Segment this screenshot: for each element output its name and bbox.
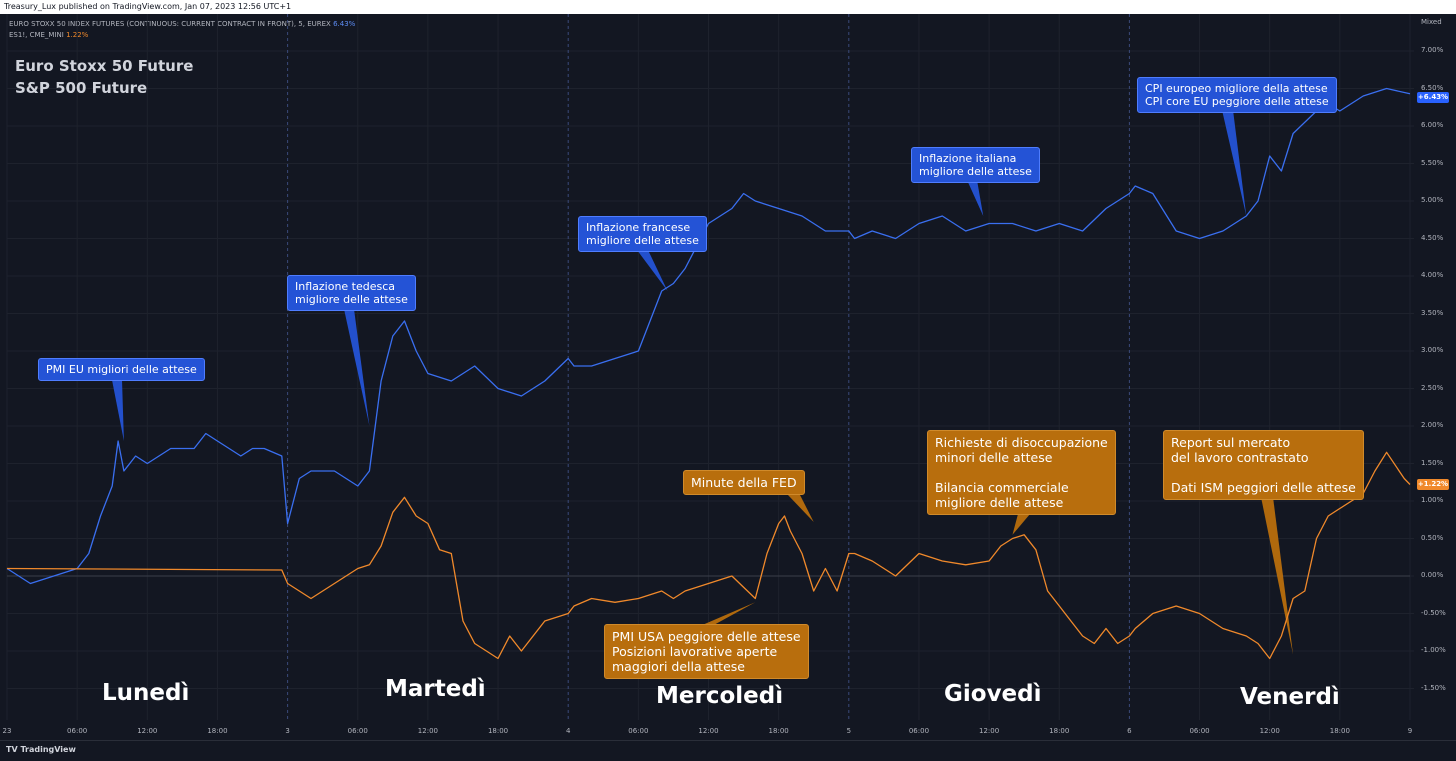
x-tick-label: 06:00 — [628, 727, 649, 735]
tradingview-logo-icon: TV — [6, 745, 21, 754]
x-tick-label: 06:00 — [67, 727, 88, 735]
x-tick-label: 18:00 — [768, 727, 789, 735]
day-label-thursday: Giovedì — [944, 681, 1042, 707]
legend-eurostoxx-value: 6.43% — [333, 20, 356, 28]
x-tick-label: 12:00 — [698, 727, 719, 735]
x-tick-label: 12:00 — [417, 727, 438, 735]
legend-eurostoxx-label: EURO STOXX 50 INDEX FUTURES (CONTINUOUS:… — [9, 20, 331, 28]
y-tick-label: 1.50% — [1421, 458, 1444, 467]
y-tick-label: 3.00% — [1421, 346, 1444, 354]
y-tick-label: 4.50% — [1421, 233, 1444, 242]
y-tick-label: 5.50% — [1421, 158, 1444, 167]
series-layer — [6, 87, 1411, 660]
callout-fed-minutes: Minute della FED — [683, 470, 805, 495]
tradingview-brand: TradingView — [20, 745, 76, 754]
grid-layer — [6, 14, 1414, 720]
eurostoxx-title: Euro Stoxx 50 Future — [15, 57, 194, 75]
y-tick-label: 5.00% — [1421, 196, 1444, 204]
legend-line-eurostoxx: EURO STOXX 50 INDEX FUTURES (CONTINUOUS:… — [9, 20, 355, 28]
day-label-friday: Venerdì — [1240, 684, 1340, 710]
y-tick-label: 2.50% — [1421, 383, 1444, 392]
pointer-pmi-eu — [112, 380, 124, 441]
session-separators — [287, 14, 1130, 720]
callout-inflation-france: Inflazione francese migliore delle attes… — [578, 216, 707, 252]
y-tick-label: 6.00% — [1421, 121, 1444, 129]
x-tick-label: 06:00 — [908, 727, 930, 735]
day-label-wednesday: Mercoledì — [656, 683, 784, 709]
y-tick-label: -1.00% — [1421, 646, 1446, 654]
tradingview-logo[interactable]: TV TradingView — [6, 745, 76, 754]
y-tick-label: 0.00% — [1421, 571, 1444, 579]
callout-pmi-eu: PMI EU migliori delle attese — [38, 358, 205, 381]
sp500-last-value-badge: +1.22% — [1417, 479, 1449, 490]
callout-inflation-germany: Inflazione tedesca migliore delle attese — [287, 275, 416, 311]
y-tick-label: -1.50% — [1421, 683, 1446, 692]
x-tick-label: 18:00 — [1329, 727, 1350, 735]
x-tick-label: 5 — [846, 727, 852, 735]
pointer-jobless-claims — [1012, 514, 1030, 535]
callout-labor-report: Report sul mercato del lavoro contrastat… — [1163, 430, 1364, 500]
y-tick-label: -0.50% — [1421, 608, 1446, 617]
x-tick-label: 18:00 — [207, 727, 228, 735]
published-banner: Treasury_Lux published on TradingView.co… — [0, 0, 1456, 14]
eurostoxx-last-value-badge: +6.43% — [1417, 92, 1449, 103]
pointer-labor-report — [1261, 497, 1294, 655]
callout-inflation-italy: Inflazione italiana migliore delle attes… — [911, 147, 1040, 183]
x-tick-label: 4 — [565, 727, 571, 735]
x-tick-label: 6 — [1127, 727, 1132, 735]
eurostoxx-line — [6, 87, 1411, 585]
y-tick-label: 1.00% — [1421, 496, 1444, 504]
callout-jobless-claims: Richieste di disoccupazione minori delle… — [927, 430, 1116, 515]
callout-pmi-usa: PMI USA peggiore delle attese Posizioni … — [604, 624, 809, 679]
legend-sp500-label: ES1!, CME_MINI — [9, 31, 64, 39]
x-tick-label: 06:00 — [347, 727, 368, 735]
pointer-inflation-germany — [344, 309, 370, 426]
y-tick-label: 6.50% — [1421, 83, 1444, 92]
y-tick-label: 4.00% — [1421, 271, 1444, 279]
day-label-tuesday: Martedì — [385, 676, 486, 702]
y-tick-label: 2.00% — [1421, 421, 1444, 429]
x-tick-label: 12:00 — [1259, 727, 1280, 735]
x-tick-label: 18:00 — [487, 727, 509, 735]
callout-pointers — [112, 110, 1294, 655]
x-tick-label: 06:00 — [1189, 727, 1210, 735]
pointer-cpi-eu — [1222, 110, 1247, 216]
y-tick-label: 7.00% — [1421, 46, 1444, 54]
y-tick-label: 0.50% — [1421, 533, 1444, 542]
pointer-fed-minutes — [788, 495, 814, 522]
sp500-title: S&P 500 Future — [15, 79, 148, 97]
pointer-inflation-italy — [967, 180, 984, 216]
footer-bar — [0, 740, 1456, 761]
pointer-pmi-usa — [700, 602, 756, 626]
x-tick-label: 12:00 — [979, 727, 1000, 735]
x-tick-label: 9 — [1407, 727, 1413, 735]
y-tick-label: 3.50% — [1421, 308, 1444, 317]
x-tick-label: 23 — [2, 727, 12, 735]
x-tick-label: 3 — [285, 727, 290, 735]
price-scale-mode[interactable]: Mixed — [1421, 18, 1442, 26]
pointer-inflation-france — [637, 250, 668, 291]
callout-cpi-eu: CPI europeo migliore della attese CPI co… — [1137, 77, 1337, 113]
x-tick-label: 18:00 — [1049, 727, 1070, 735]
day-label-monday: Lunedì — [102, 680, 190, 706]
sp500-line — [6, 451, 1411, 660]
x-tick-label: 12:00 — [137, 727, 158, 735]
